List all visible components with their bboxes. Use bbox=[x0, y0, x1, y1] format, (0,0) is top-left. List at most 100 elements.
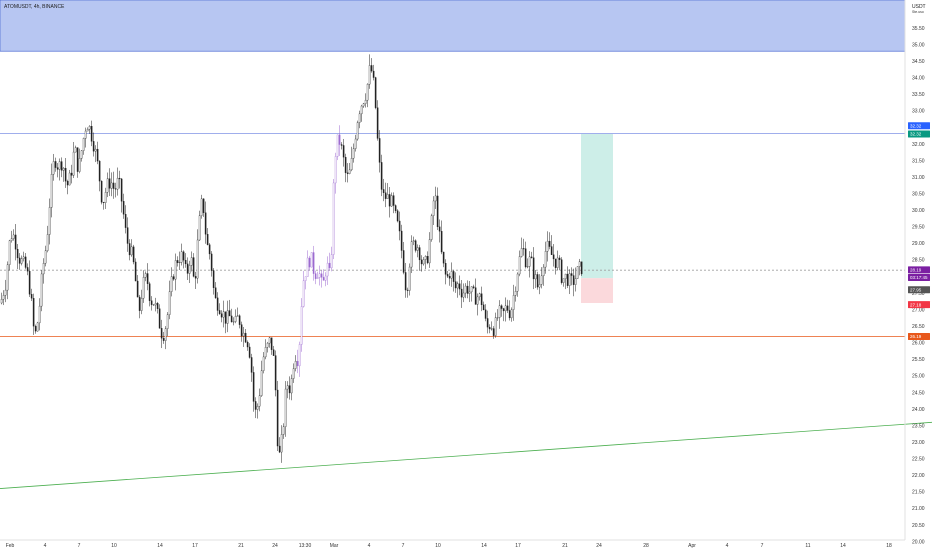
candle-body bbox=[294, 360, 297, 369]
time-tick-label: 14 bbox=[840, 543, 846, 549]
candle-body bbox=[376, 107, 379, 139]
candle-body bbox=[310, 252, 313, 268]
candle-body bbox=[282, 426, 285, 435]
price-tick-label: 31.50 bbox=[912, 158, 925, 164]
candle-body bbox=[220, 313, 223, 318]
candle-body bbox=[134, 261, 137, 282]
price-tick-label: 29.50 bbox=[912, 225, 925, 231]
candle-body bbox=[30, 294, 33, 299]
candle-body bbox=[334, 156, 337, 184]
time-tick-label: Apr bbox=[688, 543, 696, 549]
price-tick-label: 23.50 bbox=[912, 423, 925, 429]
candle-body bbox=[388, 194, 391, 207]
price-tick-label: 31.00 bbox=[912, 175, 925, 181]
candle-body bbox=[496, 317, 499, 319]
price-tick-label: 30.00 bbox=[912, 208, 925, 214]
candle-body bbox=[516, 273, 519, 292]
candle-body bbox=[564, 273, 567, 279]
candle-body bbox=[172, 276, 175, 280]
candle-body bbox=[148, 283, 151, 301]
candle-body bbox=[460, 288, 463, 298]
candle-body bbox=[562, 278, 565, 283]
candle-body bbox=[558, 257, 561, 260]
candle-body bbox=[580, 261, 583, 275]
candle-body bbox=[478, 293, 481, 298]
candle-body bbox=[128, 243, 131, 256]
price-tick-label: 26.00 bbox=[912, 341, 925, 347]
time-axis[interactable]: Feb 4 7 10 14 17 21 24 13:30 Mar 4 7 10 14 17 21 24 28 Apr… bbox=[6, 543, 892, 549]
candle-body bbox=[314, 273, 317, 279]
candle-body bbox=[0, 299, 3, 304]
candle-body bbox=[396, 210, 399, 222]
candle-body bbox=[382, 189, 385, 193]
price-tick-label: 22.00 bbox=[912, 473, 925, 479]
candle-body bbox=[44, 250, 47, 264]
candle-body bbox=[190, 257, 193, 266]
candle-body bbox=[432, 200, 435, 216]
candle-body bbox=[210, 253, 213, 271]
price-tick-label: 25.00 bbox=[912, 374, 925, 380]
candle-body bbox=[520, 248, 523, 257]
candle-body bbox=[488, 326, 491, 330]
candle-body bbox=[90, 125, 93, 142]
candle-body bbox=[370, 65, 373, 72]
candle-body bbox=[378, 138, 381, 163]
candle-body bbox=[192, 257, 195, 277]
candle-body bbox=[22, 256, 25, 259]
candle-body bbox=[274, 355, 277, 391]
candle-body bbox=[368, 65, 371, 85]
candle-body bbox=[550, 246, 553, 255]
candle-body bbox=[58, 161, 61, 170]
price-tick-label: 23.00 bbox=[912, 440, 925, 446]
candle-body bbox=[540, 275, 543, 285]
candle-body bbox=[514, 291, 517, 296]
candle-body bbox=[462, 292, 465, 298]
price-tick-label: 26.50 bbox=[912, 324, 925, 330]
candle-body bbox=[490, 328, 493, 330]
symbol-label[interactable]: ATOMUSDT, 4h, BINANCE bbox=[4, 4, 65, 10]
price-badge bbox=[908, 122, 930, 130]
time-tick-label: 10 bbox=[111, 543, 117, 549]
candle-body bbox=[186, 263, 189, 274]
currency-label[interactable]: USDT bbox=[912, 4, 926, 10]
candle-body bbox=[528, 256, 531, 267]
candle-body bbox=[218, 310, 221, 314]
candle-body bbox=[4, 289, 7, 296]
price-tick-label: 24.00 bbox=[912, 407, 925, 413]
candle-body bbox=[522, 248, 525, 250]
candle-body bbox=[400, 230, 403, 251]
candle-body bbox=[272, 349, 275, 356]
candle-body bbox=[202, 198, 205, 213]
candle-body bbox=[356, 122, 359, 140]
candle-body bbox=[126, 227, 129, 244]
time-tick-label: Feb bbox=[6, 543, 15, 549]
candle-body bbox=[130, 246, 133, 256]
candle-body bbox=[42, 263, 45, 275]
price-tick-label: 33.00 bbox=[912, 109, 925, 115]
candle-body bbox=[168, 291, 171, 315]
lines-layer bbox=[0, 132, 932, 489]
price-tick-label: 20.00 bbox=[912, 539, 925, 545]
price-tick-label: 28.50 bbox=[912, 258, 925, 264]
candle-body bbox=[328, 262, 331, 269]
candle-body bbox=[56, 167, 59, 170]
candle-body bbox=[102, 202, 105, 204]
profit-target-zone bbox=[581, 134, 613, 279]
candle-body bbox=[230, 315, 233, 323]
price-badge-label: 26.19 bbox=[910, 334, 922, 339]
candle-body bbox=[458, 283, 461, 290]
price-badge bbox=[908, 301, 930, 309]
candle-body bbox=[510, 309, 513, 319]
candle-body bbox=[142, 277, 145, 299]
candle-body bbox=[194, 276, 197, 279]
candle-body bbox=[204, 212, 207, 235]
candle-body bbox=[2, 295, 5, 300]
candle-body bbox=[482, 304, 485, 311]
candle-body bbox=[372, 70, 375, 78]
candle-body bbox=[266, 342, 269, 348]
candle-body bbox=[114, 188, 117, 190]
candle-body bbox=[542, 266, 545, 277]
candle-body bbox=[16, 248, 19, 259]
